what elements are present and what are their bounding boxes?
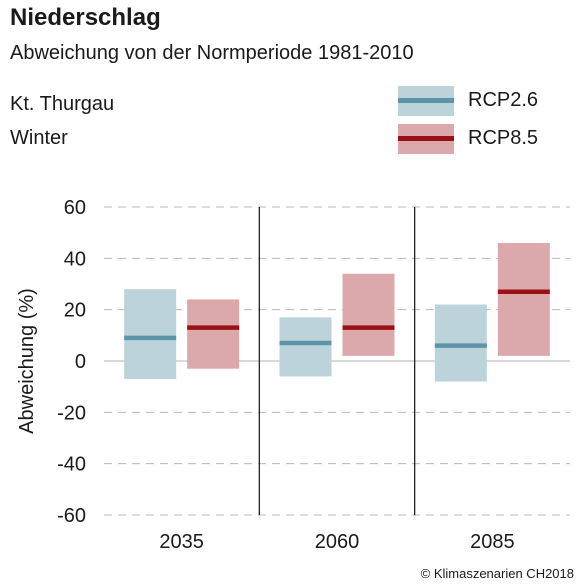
y-tick-label: -60 (57, 505, 86, 527)
y-tick-label: 0 (75, 351, 86, 373)
range-bar-rcp26-2035 (124, 289, 177, 379)
chart-title: Niederschlag (10, 4, 161, 31)
x-tick-label: 2060 (315, 531, 360, 553)
legend-item-rcp85: RCP8.5 (398, 124, 578, 162)
legend-line-rcp85 (398, 136, 454, 141)
y-tick-label: 40 (64, 248, 86, 270)
y-tick-label: 20 (64, 300, 86, 322)
legend-line-rcp26 (398, 98, 454, 103)
range-bar-rcp85-2060 (342, 273, 395, 356)
legend-item-rcp26: RCP2.6 (398, 86, 578, 124)
y-tick-label: -40 (57, 454, 86, 476)
x-tick-label: 2035 (159, 531, 204, 553)
legend-label-rcp85: RCP8.5 (468, 127, 539, 149)
range-bar-rcp85-2035 (187, 299, 240, 369)
legend-label-rcp26: RCP2.6 (468, 89, 539, 111)
region-label: Kt. Thurgau (10, 93, 115, 115)
range-bar-rcp26-2060 (279, 317, 332, 377)
range-bar-rcp26-2085 (434, 304, 487, 382)
y-axis-label: Abweichung (%) (16, 288, 38, 434)
chart-subtitle: Abweichung von der Normperiode 1981-2010 (10, 42, 414, 64)
season-label: Winter (10, 127, 68, 149)
copyright-credit: © Klimaszenarien CH2018 (420, 566, 574, 581)
range-bar-rcp85-2085 (497, 242, 550, 356)
x-tick-label: 2085 (470, 531, 515, 553)
y-tick-label: 60 (64, 197, 86, 219)
y-tick-label: -20 (57, 402, 86, 424)
legend: RCP2.6 RCP8.5 (398, 86, 578, 162)
